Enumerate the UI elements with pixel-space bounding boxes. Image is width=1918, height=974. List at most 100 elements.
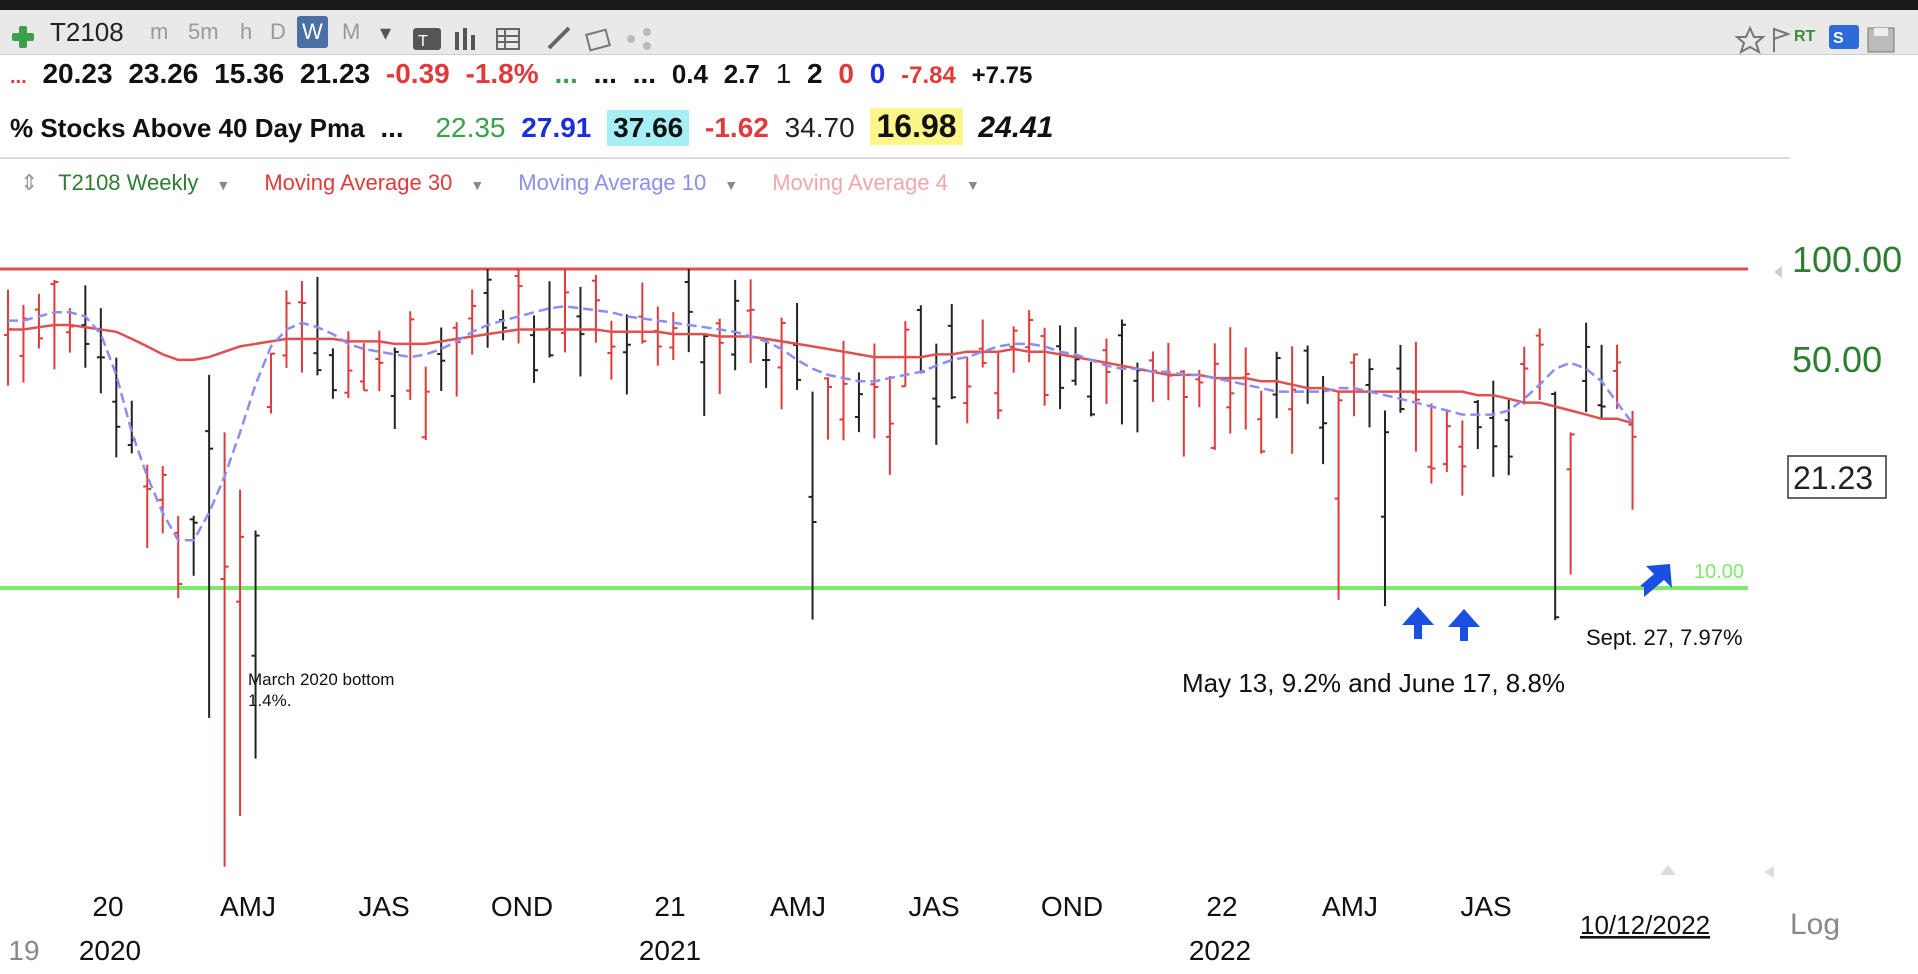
quote-field-2: 27.91: [521, 112, 592, 143]
y-tick-100: 100.00: [1792, 239, 1902, 280]
ohlc-bar: [870, 343, 879, 439]
may-arrow-icon: [1402, 607, 1434, 639]
ohlc-bar: [916, 305, 925, 374]
ohlc-bar: [437, 327, 446, 392]
ohlc-bar: [1520, 346, 1529, 405]
ohlc-bar: [560, 269, 569, 353]
scroll-up-arrow-icon[interactable]: [1660, 865, 1676, 875]
ohlc-bar: [1257, 390, 1266, 454]
ohlc-bar: [1133, 362, 1142, 433]
ohlc-bar: [793, 302, 802, 390]
ohlc-bar: [1628, 411, 1637, 510]
quote-row-2: % Stocks Above 40 Day Pma ... 22.35 27.9…: [10, 108, 1061, 148]
svg-text:T: T: [418, 33, 428, 50]
ohlc-bar: [158, 465, 167, 534]
ohlc-bar: [1148, 351, 1157, 402]
ohlc-bar: [65, 308, 74, 353]
add-symbol-icon[interactable]: [12, 26, 34, 48]
scroll-left-arrow-icon[interactable]: [1764, 866, 1774, 878]
quote-dots-2: ...: [632, 58, 657, 89]
ohlc-bar: [622, 314, 631, 395]
ohlc-bar: [1102, 338, 1111, 404]
timeframe-minute-button[interactable]: m: [150, 19, 169, 44]
ohlc-bar: [978, 319, 987, 368]
sept-arrow-icon: [1640, 564, 1672, 597]
legend-ma30[interactable]: Moving Average 30 ▼: [264, 170, 485, 195]
ohlc-bar: [112, 357, 121, 458]
x-tick-label: 20: [92, 891, 123, 922]
legend-ma4[interactable]: Moving Average 4 ▼: [772, 170, 980, 195]
ohlc-bar: [715, 318, 724, 395]
last-value-box: [1787, 455, 1887, 499]
ohlc-bar: [1489, 380, 1498, 477]
s-badge-label: S: [1833, 30, 1844, 47]
text-tool-icon[interactable]: T: [412, 26, 442, 58]
ohlc-bar: [669, 312, 678, 361]
date-box[interactable]: 10/12/2022: [1580, 910, 1710, 940]
quote-field-5: 34.70: [784, 112, 855, 143]
ohlc-bar: [607, 320, 616, 380]
share-icon[interactable]: [625, 26, 655, 58]
ohlc-bar: [1396, 344, 1405, 413]
chart-legend: ⇕ T2108 Weekly ▼ Moving Average 30 ▼ Movin…: [20, 170, 1008, 196]
ohlc-bar: [1272, 351, 1281, 419]
quote-v3: 1: [775, 58, 792, 89]
timeframe-hour-button[interactable]: h: [240, 19, 253, 44]
log-scale-toggle[interactable]: Log: [1790, 908, 1841, 941]
flag-icon[interactable]: [1770, 26, 1791, 60]
bar-style-icon[interactable]: [452, 26, 482, 58]
s-badge-icon[interactable]: S: [1828, 24, 1860, 56]
ohlc-bar: [731, 279, 740, 371]
dropdown-caret-icon[interactable]: ▾: [380, 20, 392, 45]
june-arrow-icon: [1448, 609, 1480, 641]
ohlc-bar: [1380, 410, 1389, 607]
save-icon[interactable]: [1866, 26, 1896, 60]
price-chart[interactable]: 100.00 50.00 21.23 10.00 March 2020 bott…: [0, 160, 1918, 974]
ohlc-bar: [1210, 343, 1219, 450]
ohlc-bar: [1427, 403, 1436, 484]
timeframe-5min-button[interactable]: 5m: [188, 19, 219, 44]
ohlc-bar: [421, 366, 430, 441]
legend-ma10[interactable]: Moving Average 10 ▼: [518, 170, 739, 195]
timeframe-day-button[interactable]: D: [270, 19, 286, 44]
legend-series-name[interactable]: T2108 Weekly ▼: [58, 170, 231, 195]
ohlc-bar: [963, 356, 972, 424]
ohlc-bar: [1613, 344, 1622, 409]
realtime-badge[interactable]: RT: [1794, 28, 1816, 45]
ohlc-bar: [1551, 391, 1560, 621]
ma10-line: [8, 305, 1634, 542]
ohlc-bar: [1535, 328, 1544, 400]
window-title-bar: [0, 0, 1918, 10]
legend-move-icon[interactable]: ⇕: [20, 170, 39, 195]
quote-row-1: ... 20.23 23.26 15.36 21.23 -0.39 -1.8% …: [10, 58, 1040, 94]
ohlc-bar: [947, 303, 956, 400]
ohlc-bar: [514, 269, 523, 344]
ohlc-bar: [1458, 420, 1467, 496]
support-label: 10.00: [1694, 561, 1744, 583]
ma30-line: [8, 323, 1633, 425]
timeframe-week-button[interactable]: W: [297, 16, 328, 48]
ohlc-bar: [1350, 353, 1359, 417]
ohlc-bar: [1241, 347, 1250, 430]
x-tick-label: AMJ: [770, 891, 826, 922]
annotation-tool-icon[interactable]: [585, 26, 615, 58]
ohlc-bar: [762, 338, 771, 388]
annotation-march-line2: 1.4%.: [248, 691, 291, 710]
right-scroll-arrow-icon[interactable]: [1774, 266, 1782, 278]
ohlc-bar: [127, 400, 136, 454]
quote-field-1: 22.35: [435, 112, 506, 143]
draw-pencil-icon[interactable]: [545, 26, 575, 58]
symbol-label[interactable]: T2108: [50, 17, 124, 47]
timeframe-month-button[interactable]: M: [342, 19, 361, 44]
star-icon[interactable]: [1734, 25, 1766, 60]
ohlc-bar: [746, 279, 755, 364]
quote-v6: 0: [869, 58, 886, 89]
ohlc-bar: [1117, 319, 1126, 425]
quote-name: % Stocks Above 40 Day Pma: [10, 113, 365, 143]
ohlc-bar: [777, 317, 786, 410]
quote-field-6: 16.98: [870, 108, 963, 145]
indicator-grid-icon[interactable]: [495, 26, 525, 58]
ohlc-bar: [994, 351, 1003, 420]
quote-dots-1: ...: [593, 58, 617, 89]
x-year-label: 2022: [1189, 935, 1251, 966]
